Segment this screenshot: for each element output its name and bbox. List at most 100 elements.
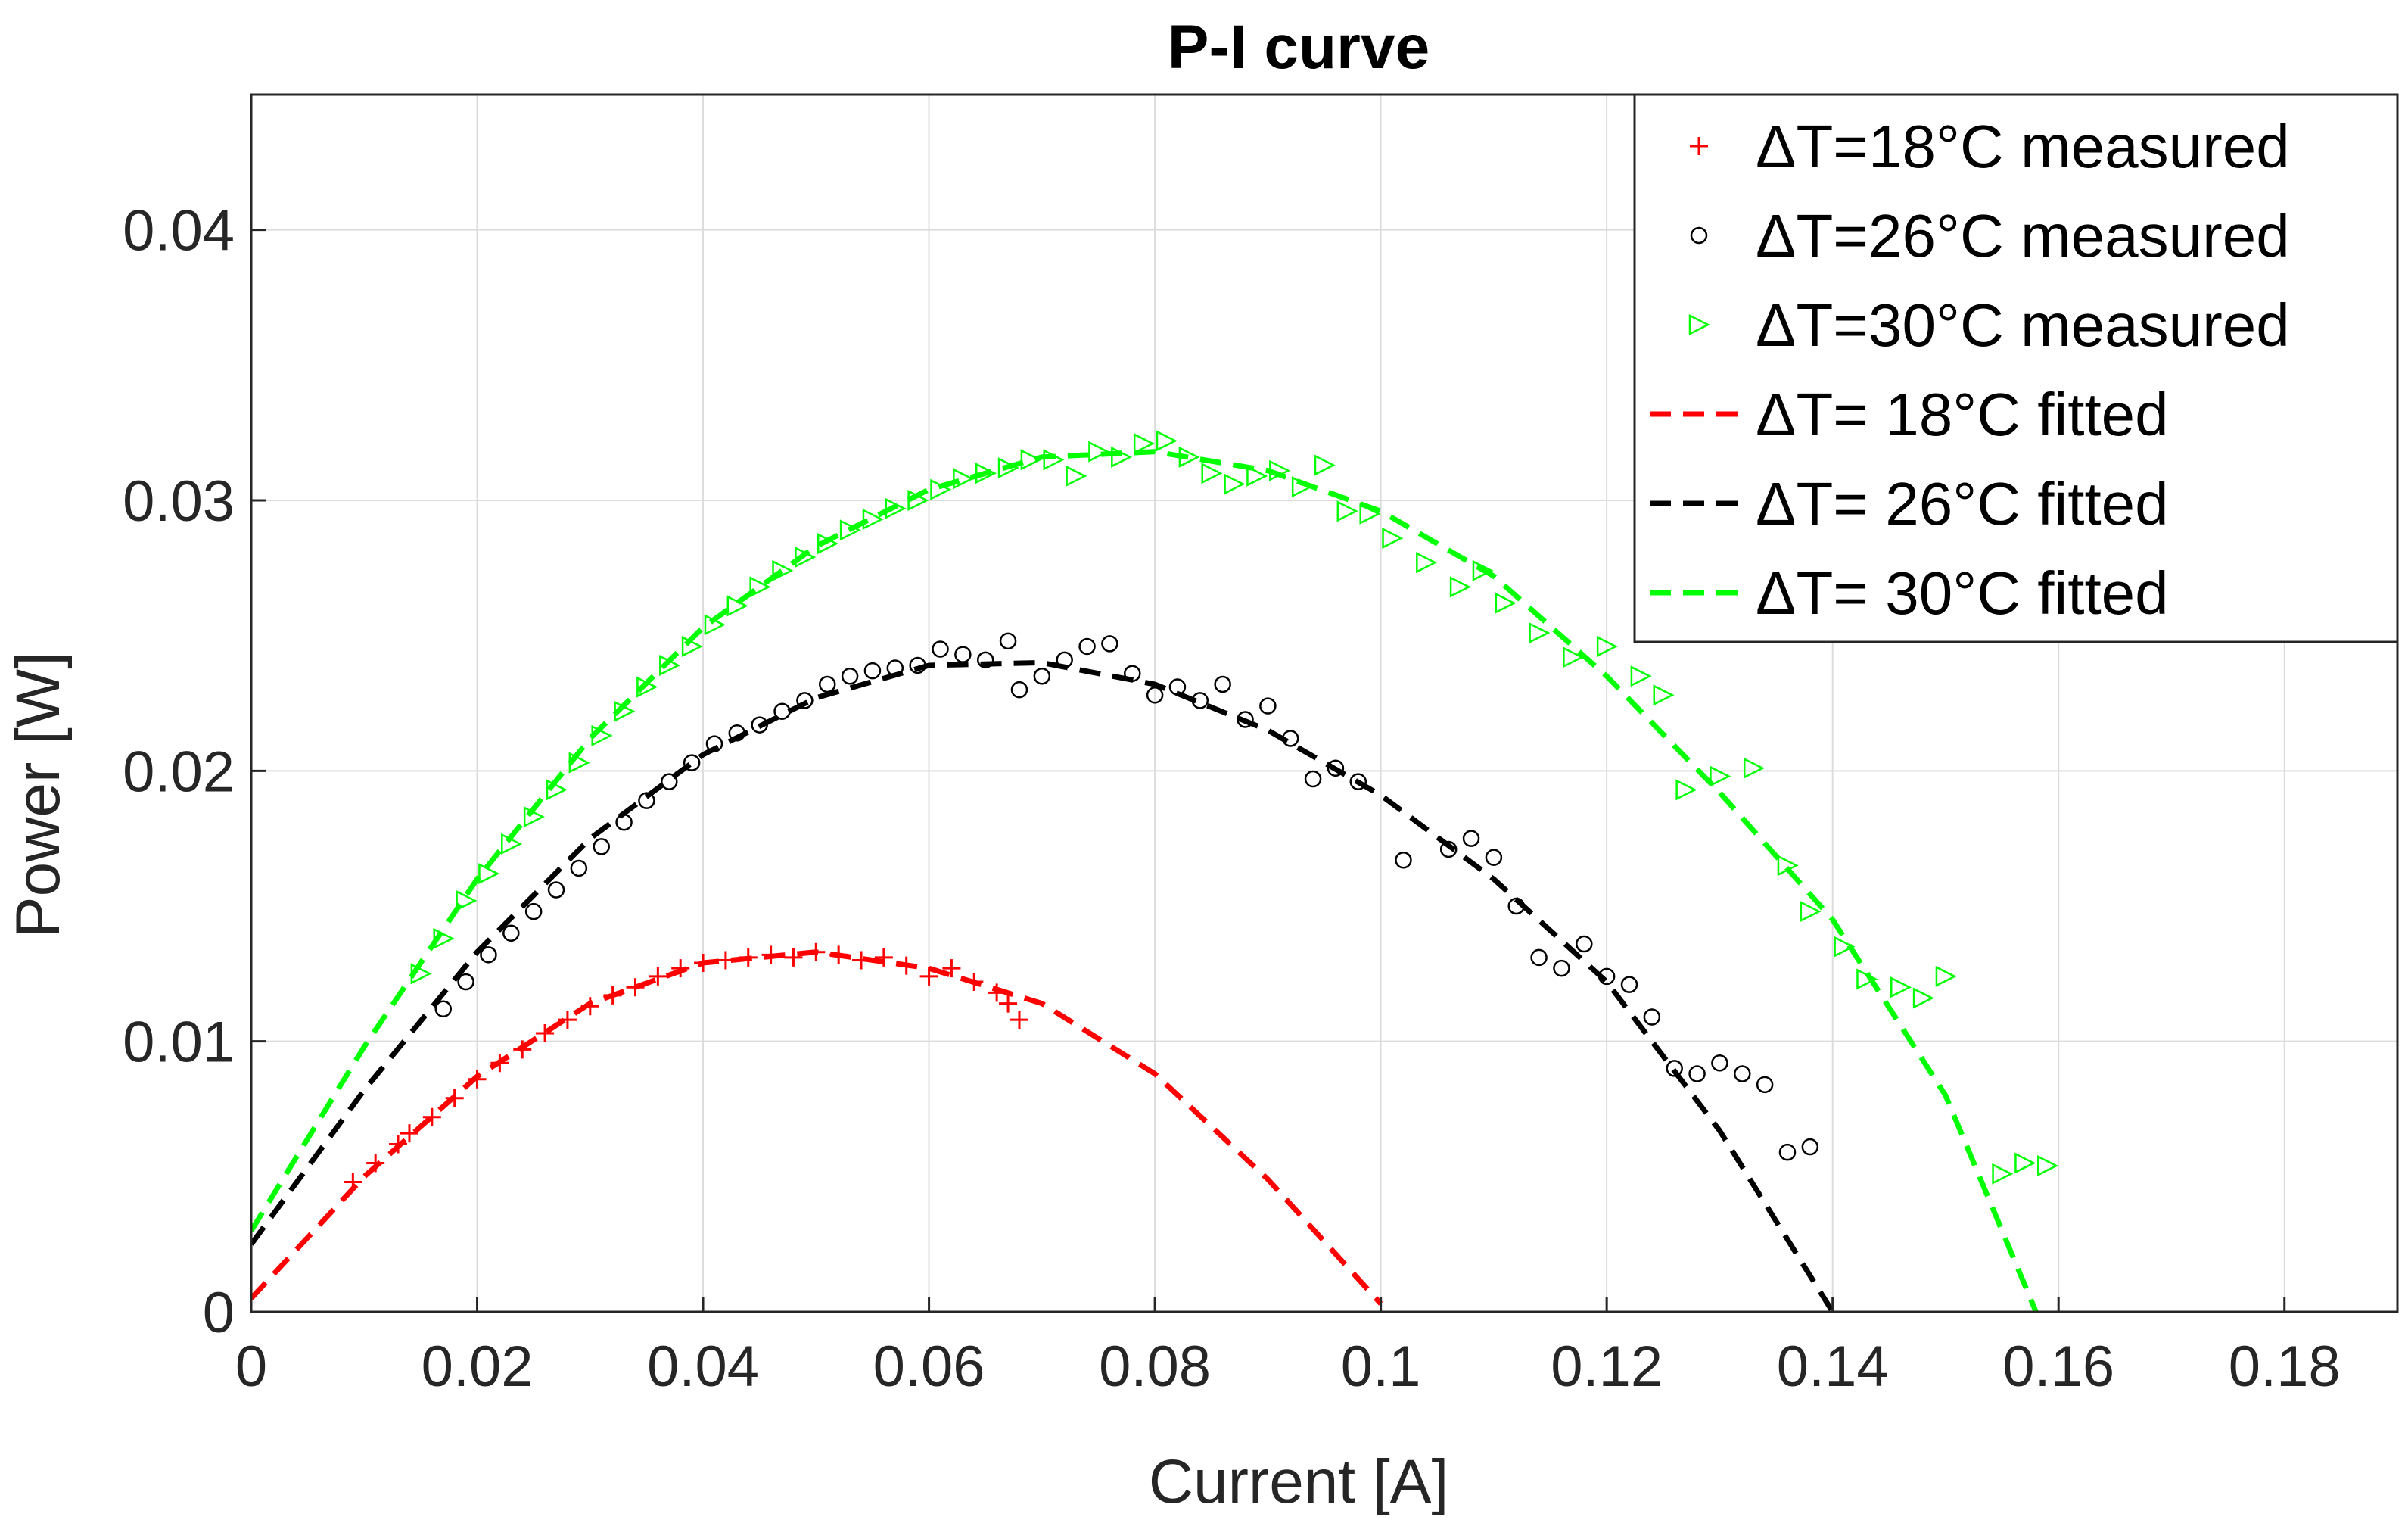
data-point-t-26-c-measured — [1462, 830, 1480, 847]
data-point-t-30-c-measured — [1743, 757, 1765, 779]
data-point-t-30-c-measured — [456, 889, 478, 911]
data-point-t-26-c-measured — [638, 792, 655, 809]
x-tick-label: 0.04 — [647, 1335, 759, 1399]
data-point-t-26-c-measured — [1620, 976, 1638, 993]
series-t-26-c-fitted — [251, 659, 1835, 1312]
data-point-t-26-c-measured — [1666, 1060, 1683, 1077]
data-point-t-26-c-measured — [570, 859, 588, 877]
grid — [251, 95, 2397, 1312]
data-point-t-26-c-measured — [1711, 1054, 1728, 1072]
data-point-t-30-c-measured — [1336, 500, 1358, 522]
y-axis-label: Power [W] — [4, 652, 73, 938]
legend-label: ΔT= 26°C fitted — [1756, 470, 2169, 537]
tick-labels: 0 0.02 0.04 0.06 0.08 0.1 0.12 0.14 0.16 0.18 0 0.0… — [123, 199, 2341, 1399]
x-tick-label: 0.12 — [1551, 1335, 1663, 1399]
data-point-t-18-c-measured — [536, 1023, 555, 1042]
data-point-t-30-c-measured — [546, 779, 568, 801]
data-point-t-30-c-measured — [1675, 779, 1697, 801]
data-point-t-30-c-measured — [1246, 465, 1268, 487]
data-point-t-30-c-measured — [1201, 463, 1223, 484]
x-tick-label: 0.08 — [1099, 1335, 1211, 1399]
data-point-t-26-c-measured — [1439, 840, 1458, 858]
data-point-t-30-c-measured — [1133, 432, 1155, 454]
data-point-t-30-c-measured — [1020, 449, 1042, 471]
legend-label: ΔT=26°C measured — [1756, 202, 2290, 269]
data-point-t-26-c-measured — [1778, 1143, 1797, 1161]
data-point-t-26-c-measured — [1304, 770, 1322, 788]
legend-entry: ΔT=18°C measured — [1690, 113, 2290, 180]
x-tick-label: 0.16 — [2002, 1335, 2114, 1399]
data-point-t-30-c-measured — [997, 457, 1019, 479]
data-point-t-26-c-measured — [683, 754, 701, 771]
data-point-t-26-c-measured — [1146, 687, 1164, 704]
data-point-t-30-c-measured — [1710, 765, 1731, 787]
data-point-t-30-c-measured — [1449, 576, 1471, 598]
data-point-t-30-c-measured — [1890, 976, 1912, 998]
data-point-t-26-c-measured — [547, 881, 565, 899]
data-point-t-26-c-measured — [1033, 668, 1051, 685]
data-point-t-30-c-measured — [2037, 1155, 2059, 1177]
data-point-t-26-c-measured — [480, 946, 497, 964]
data-point-t-30-c-measured — [1935, 965, 1957, 987]
y-tick-label: 0 — [203, 1281, 235, 1345]
data-point-t-26-c-measured — [1643, 1008, 1661, 1026]
data-point-t-26-c-measured — [863, 662, 882, 680]
plot-series — [251, 430, 2059, 1312]
data-point-t-26-c-measured — [1801, 1138, 1819, 1156]
data-point-t-30-c-measured — [1992, 1163, 2014, 1185]
data-point-t-30-c-measured — [1563, 646, 1585, 668]
data-point-t-30-c-measured — [1472, 559, 1494, 581]
data-point-t-30-c-measured — [1630, 665, 1652, 687]
data-point-t-26-c-measured — [434, 1000, 452, 1018]
data-point-t-18-c-measured — [649, 967, 667, 986]
x-tick-label: 0.06 — [873, 1335, 985, 1399]
data-point-t-26-c-measured — [796, 692, 814, 709]
legend-label: ΔT=30°C measured — [1756, 291, 2290, 359]
data-point-t-26-c-measured — [457, 973, 474, 991]
chart-title: P-I curve — [1168, 13, 1430, 82]
legend-label: ΔT= 18°C fitted — [1756, 381, 2169, 448]
data-point-t-18-c-measured — [942, 959, 961, 978]
data-point-t-26-c-measured — [1101, 635, 1118, 653]
legend-marker-swatch — [1690, 226, 1708, 245]
data-point-t-26-c-measured — [1327, 759, 1345, 777]
legend-marker-swatch — [1690, 137, 1708, 155]
data-point-t-26-c-measured — [932, 640, 949, 658]
data-point-t-26-c-measured — [524, 902, 543, 920]
x-tick-label: 0.18 — [2229, 1335, 2341, 1399]
data-point-t-30-c-measured — [1800, 901, 1822, 923]
data-point-t-30-c-measured — [1382, 528, 1404, 550]
data-point-t-30-c-measured — [1529, 622, 1551, 644]
series-t-26-c-measured — [434, 632, 1819, 1161]
y-tick-label: 0.02 — [123, 740, 235, 804]
x-tick-label: 0.02 — [422, 1335, 534, 1399]
legend-entry: ΔT= 18°C fitted — [1650, 381, 2169, 448]
data-point-t-30-c-measured — [1495, 592, 1517, 614]
data-point-t-30-c-measured — [1088, 441, 1110, 463]
x-tick-label: 0 — [235, 1335, 267, 1399]
data-point-t-30-c-measured — [839, 519, 861, 541]
y-tick-label: 0.01 — [123, 1011, 235, 1075]
data-point-t-26-c-measured — [999, 632, 1017, 650]
data-point-t-30-c-measured — [478, 863, 500, 885]
data-point-t-26-c-measured — [1530, 948, 1548, 967]
x-axis-label: Current [A] — [1149, 1447, 1448, 1516]
data-point-t-26-c-measured — [841, 668, 859, 685]
data-point-t-30-c-measured — [1224, 473, 1246, 495]
fitted-line-t-18-c-fitted — [251, 949, 1383, 1306]
y-tick-label: 0.04 — [123, 199, 235, 263]
data-point-t-30-c-measured — [1314, 454, 1336, 476]
data-point-t-18-c-measured — [999, 994, 1018, 1013]
data-point-t-30-c-measured — [1066, 465, 1087, 487]
legend-entry: ΔT= 30°C fitted — [1650, 559, 2169, 627]
data-point-t-30-c-measured — [749, 576, 771, 598]
axes-box — [250, 93, 2399, 1313]
data-point-t-26-c-measured — [1553, 959, 1570, 977]
data-point-t-30-c-measured — [1596, 635, 1618, 657]
data-point-t-30-c-measured — [1834, 936, 1856, 958]
data-point-t-26-c-measured — [502, 924, 520, 942]
data-point-t-26-c-measured — [976, 651, 994, 669]
data-point-t-30-c-measured — [862, 508, 884, 531]
legend-entry: ΔT= 26°C fitted — [1650, 470, 2169, 537]
y-tick-label: 0.03 — [123, 469, 235, 534]
